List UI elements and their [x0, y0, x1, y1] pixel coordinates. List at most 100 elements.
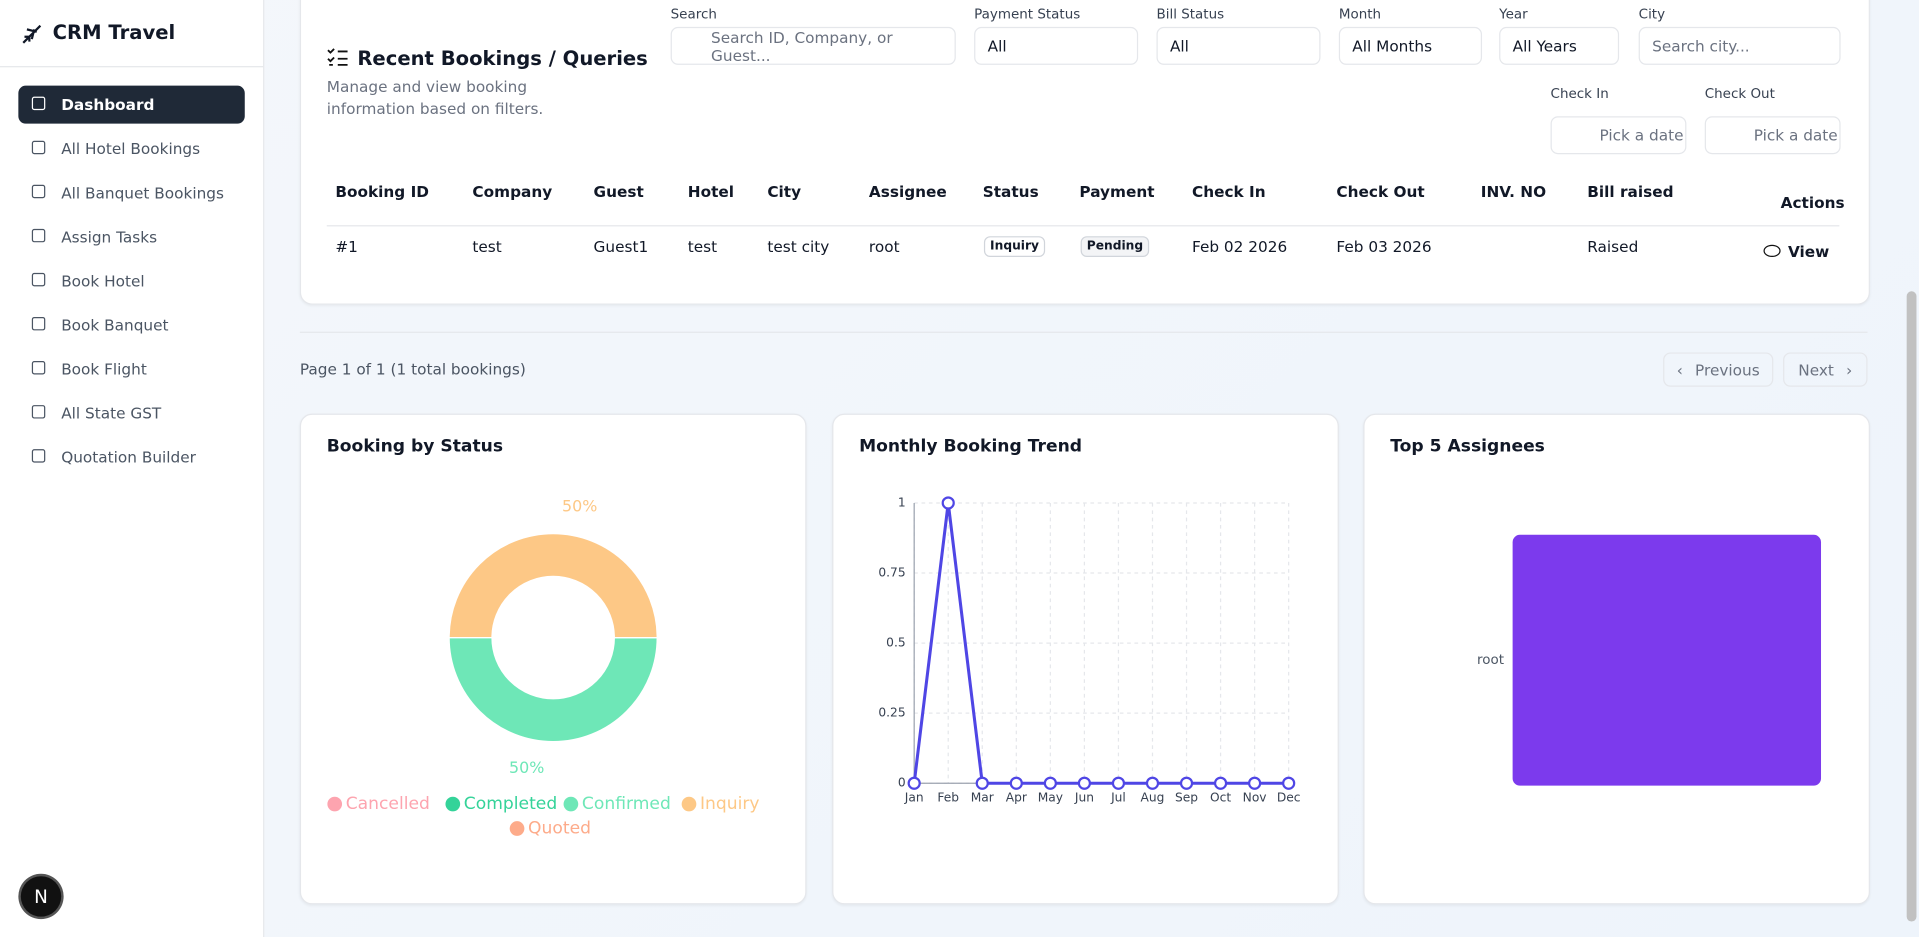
point — [1179, 776, 1194, 790]
eye-icon — [1763, 244, 1781, 257]
point — [1248, 776, 1262, 790]
menu-item[interactable]: Book Flight — [18, 350, 244, 388]
column-header: Company — [472, 182, 553, 201]
filter-input[interactable]: Pick a date — [1704, 116, 1841, 155]
y-tick-label: 0.25 — [878, 706, 905, 720]
point — [1282, 776, 1296, 790]
point — [1009, 776, 1023, 790]
filter-input[interactable]: All — [974, 26, 1139, 65]
point — [1077, 776, 1092, 790]
filter-text: Search ID, Company, or Guest... — [711, 27, 893, 65]
y-tick-label: 1 — [898, 495, 906, 509]
menu-item[interactable]: Book Hotel — [18, 262, 244, 300]
slice-label: 50% — [562, 496, 597, 515]
column-header: Booking ID — [335, 182, 429, 201]
menu-item[interactable]: Assign Tasks — [18, 218, 244, 256]
chart: Booking by Status 50% 50% Cancelled Complete… — [327, 437, 760, 839]
section-subtitle: Manage and view booking information base… — [326, 77, 544, 118]
filter-input[interactable]: All — [1156, 26, 1321, 65]
chart-card: Monthly Booking Trend 0 0.25 0.5 0.75 1 Jan Feb… — [832, 413, 1339, 905]
chart: Monthly Booking Trend 0 0.25 0.5 0.75 1 Jan Feb… — [859, 437, 1301, 805]
view-button[interactable]: View — [1787, 242, 1830, 261]
menu-icon — [31, 316, 46, 331]
cell: test — [472, 237, 502, 256]
legend-label: Completed — [464, 794, 557, 814]
dev-badge[interactable]: N — [20, 876, 62, 917]
column-header: Assignee — [868, 182, 947, 201]
filter-label: Year — [1499, 6, 1528, 23]
filter-text: All — [987, 36, 1007, 56]
previous-button[interactable]: ‹ Previous — [1663, 352, 1774, 387]
cell: Feb 02 2026 — [1191, 237, 1288, 256]
filter-label: Check Out — [1704, 85, 1775, 102]
filter-input[interactable]: Pick a date — [1550, 116, 1687, 155]
filter-input[interactable]: All Years — [1499, 26, 1620, 65]
menu-icon — [31, 228, 46, 243]
y-tick-label: 0.75 — [878, 566, 905, 580]
filter-text: All Years — [1512, 36, 1577, 56]
x-tick-label: Jun — [1074, 790, 1094, 804]
column-header: Payment — [1079, 182, 1155, 201]
y-tick-label: root — [1477, 653, 1504, 668]
list-icon — [327, 48, 348, 66]
x-tick-label: Dec — [1277, 790, 1301, 804]
bar — [1512, 534, 1822, 786]
chart-card: Top 5 Assignees root — [1363, 413, 1870, 905]
cell: root — [868, 237, 900, 256]
page-info: Page 1 of 1 (1 total bookings) — [299, 359, 526, 379]
y-tick-label: 0.5 — [886, 636, 905, 650]
status-pill: Pending — [1080, 236, 1150, 257]
legend-swatch — [563, 796, 579, 812]
chart-title: Booking by Status — [327, 437, 503, 457]
menu-icon — [31, 449, 46, 463]
column-header: Check In — [1191, 182, 1266, 201]
cell: Guest1 — [593, 237, 649, 256]
cell: test — [687, 237, 718, 256]
filter-text: All — [1169, 36, 1189, 56]
next-button[interactable]: Next › — [1783, 352, 1868, 387]
filter-text: All Months — [1352, 36, 1433, 56]
point — [907, 776, 921, 790]
menu-icon — [31, 140, 46, 155]
menu-item[interactable]: Book Banquet — [18, 306, 244, 344]
column-header: INV. NO — [1480, 182, 1547, 201]
pie-slice — [448, 636, 658, 743]
menu-label: Book Flight — [61, 359, 147, 379]
filter-label: Payment Status — [974, 6, 1081, 23]
scrollbar — [1906, 291, 1917, 922]
column-header: Hotel — [687, 182, 735, 201]
column-header: Status — [982, 182, 1039, 201]
filter-label: Bill Status — [1156, 6, 1225, 23]
x-tick-label: Mar — [971, 790, 995, 804]
filter-text: Pick a date — [1753, 126, 1838, 145]
menu-item[interactable]: Quotation Builder — [18, 438, 244, 476]
column-header: Actions — [1780, 193, 1845, 212]
filter-input[interactable]: Search ID, Company, or Guest... — [670, 26, 956, 65]
legend-swatch — [327, 796, 343, 812]
chart-title: Monthly Booking Trend — [859, 437, 1082, 457]
legend-swatch — [681, 796, 697, 812]
slice-label: 50% — [509, 758, 544, 777]
menu-item[interactable]: All Hotel Bookings — [18, 130, 244, 168]
chart-card: Booking by Status 50% 50% Cancelled Complete… — [299, 413, 807, 905]
menu-label: Book Banquet — [61, 315, 169, 335]
x-tick-label: Nov — [1243, 790, 1267, 804]
point — [1145, 776, 1160, 790]
cell: Raised — [1587, 237, 1639, 256]
previous-label: Previous — [1695, 360, 1760, 379]
menu-item[interactable]: All Banquet Bookings — [18, 174, 244, 212]
menu-item[interactable]: All State GST — [18, 394, 244, 432]
point — [1111, 776, 1126, 790]
menu-label: All Banquet Bookings — [61, 183, 224, 202]
x-tick-label: Apr — [1006, 790, 1028, 804]
x-tick-label: Aug — [1141, 790, 1165, 804]
pie-slice — [448, 533, 658, 639]
filter-input[interactable]: All Months — [1338, 26, 1483, 65]
menu-item[interactable]: Dashboard — [18, 85, 245, 124]
chart: Top 5 Assignees root — [1390, 437, 1822, 786]
filter-input[interactable]: Search city... — [1638, 26, 1841, 65]
menu-icon — [31, 184, 46, 199]
y-tick-label: 0 — [898, 776, 906, 790]
menu-label: Quotation Builder — [61, 447, 196, 467]
filter-text: Search city... — [1652, 36, 1750, 56]
